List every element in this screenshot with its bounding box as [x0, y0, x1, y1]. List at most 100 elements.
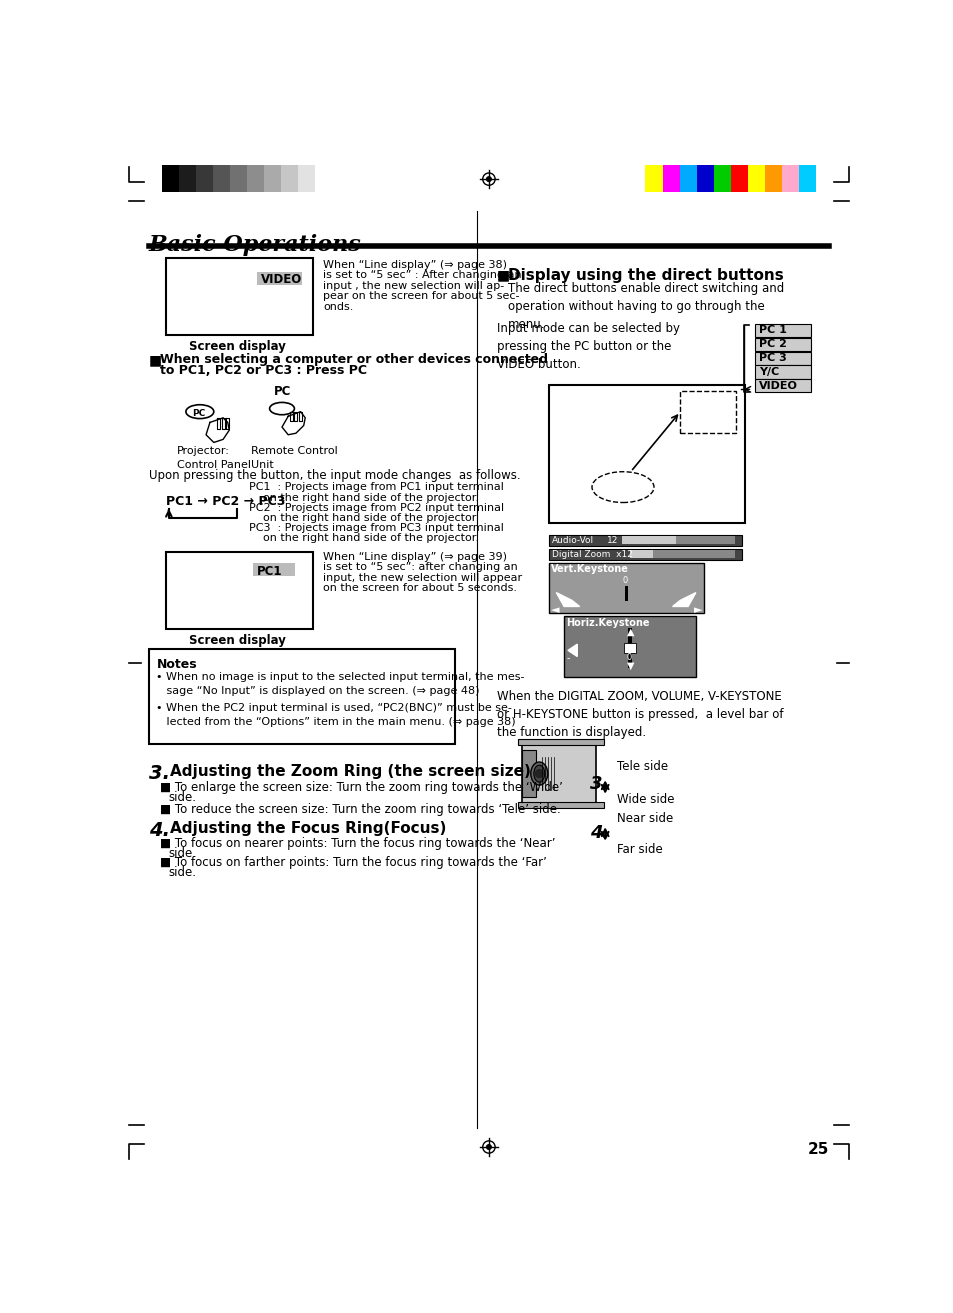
- Text: input, the new selection will appear: input, the new selection will appear: [323, 572, 521, 583]
- Text: Input mode can be selected by
pressing the PC button or the
VIDEO button.: Input mode can be selected by pressing t…: [497, 322, 679, 372]
- Bar: [166, 257, 313, 335]
- Text: PC 2: PC 2: [758, 339, 785, 349]
- Bar: [230, 165, 247, 192]
- Text: pear on the screen for about 5 sec-: pear on the screen for about 5 sec-: [323, 291, 519, 301]
- Text: PC1: PC1: [256, 565, 282, 578]
- Text: ▼: ▼: [626, 662, 634, 671]
- Bar: [624, 586, 627, 601]
- Text: ■ To focus on farther points: Turn the focus ring towards the ‘Far’: ■ To focus on farther points: Turn the f…: [159, 856, 546, 869]
- Text: ►: ►: [694, 605, 702, 614]
- Text: 3.: 3.: [589, 775, 608, 793]
- Circle shape: [486, 1145, 491, 1149]
- Text: Vert.Keystone: Vert.Keystone: [550, 565, 628, 574]
- Text: PC1 → PC2 → PC3: PC1 → PC2 → PC3: [166, 495, 285, 508]
- Bar: [754, 337, 810, 351]
- Bar: [623, 643, 636, 653]
- Text: onds.: onds.: [323, 302, 353, 311]
- Text: VIDEO: VIDEO: [758, 381, 797, 391]
- Bar: [730, 165, 747, 192]
- Text: PC1  : Projects image from PC1 input terminal: PC1 : Projects image from PC1 input term…: [249, 482, 504, 492]
- Ellipse shape: [534, 765, 544, 783]
- Text: The direct buttons enable direct switching and
operation without having to go th: The direct buttons enable direct switchi…: [507, 282, 783, 331]
- Bar: [754, 352, 810, 365]
- Bar: [548, 386, 744, 523]
- Bar: [548, 562, 703, 613]
- Bar: [747, 165, 764, 192]
- Text: PC: PC: [274, 386, 292, 398]
- Text: PC2  : Projects image from PC2 input terminal: PC2 : Projects image from PC2 input term…: [249, 503, 504, 512]
- Bar: [629, 550, 734, 558]
- Bar: [149, 649, 455, 743]
- Bar: [679, 391, 736, 433]
- Text: Upon pressing the button, the input mode changes  as follows.: Upon pressing the button, the input mode…: [149, 470, 519, 482]
- Text: Adjusting the Focus Ring(Focus): Adjusting the Focus Ring(Focus): [170, 821, 446, 835]
- Bar: [661, 165, 679, 192]
- Text: ■ To enlarge the screen size: Turn the zoom ring towards the ‘Wide’: ■ To enlarge the screen size: Turn the z…: [159, 781, 562, 794]
- Text: When “Line display” (⇒ page 39): When “Line display” (⇒ page 39): [323, 551, 507, 562]
- Text: on the right hand side of the projector.: on the right hand side of the projector.: [263, 492, 479, 503]
- Text: 0: 0: [621, 576, 627, 586]
- Bar: [754, 379, 810, 393]
- Bar: [166, 551, 313, 629]
- Bar: [696, 165, 713, 192]
- Text: ■ To focus on nearer points: Turn the focus ring towards the ‘Near’: ■ To focus on nearer points: Turn the fo…: [159, 838, 555, 851]
- Text: side.: side.: [169, 867, 196, 878]
- Bar: [548, 534, 741, 546]
- Text: on the screen for about 5 seconds.: on the screen for about 5 seconds.: [323, 583, 517, 593]
- Bar: [257, 272, 302, 285]
- Text: ■ To reduce the screen size: Turn the zoom ring towards ‘Tele’ side.: ■ To reduce the screen size: Turn the zo…: [159, 802, 559, 815]
- Text: Remote Control
Unit: Remote Control Unit: [251, 446, 337, 470]
- Bar: [563, 617, 695, 676]
- Text: PC 1: PC 1: [758, 326, 785, 335]
- Ellipse shape: [530, 762, 547, 785]
- Bar: [621, 537, 734, 544]
- Text: 3.: 3.: [149, 764, 170, 784]
- Text: to PC1, PC2 or PC3 : Press PC: to PC1, PC2 or PC3 : Press PC: [159, 364, 366, 377]
- Bar: [264, 165, 281, 192]
- Text: Near side: Near side: [617, 811, 673, 825]
- Bar: [754, 365, 810, 378]
- Bar: [781, 165, 798, 192]
- Text: -: -: [566, 653, 569, 663]
- Text: Wide side: Wide side: [617, 793, 674, 806]
- Bar: [195, 165, 213, 192]
- Text: side.: side.: [169, 847, 196, 860]
- Bar: [521, 743, 596, 805]
- Text: Screen display: Screen display: [189, 634, 285, 647]
- Bar: [548, 549, 741, 559]
- Text: PC 3: PC 3: [758, 353, 785, 364]
- Text: side.: side.: [169, 792, 196, 805]
- Text: Display using the direct buttons: Display using the direct buttons: [507, 268, 782, 284]
- Bar: [628, 628, 631, 668]
- Bar: [521, 751, 536, 797]
- Text: ◄: ◄: [550, 605, 558, 614]
- Text: VIDEO: VIDEO: [261, 273, 302, 286]
- Text: ▲: ▲: [626, 628, 634, 637]
- Text: is set to “5 sec”: after changing an: is set to “5 sec”: after changing an: [323, 562, 517, 572]
- Text: 4.: 4.: [149, 821, 170, 839]
- Text: Notes: Notes: [156, 658, 197, 671]
- Bar: [298, 165, 315, 192]
- Bar: [621, 537, 676, 544]
- Ellipse shape: [270, 402, 294, 415]
- Text: • When the PC2 input terminal is used, “PC2(BNC)” must be se-
   lected from the: • When the PC2 input terminal is used, “…: [156, 704, 516, 727]
- Bar: [179, 165, 195, 192]
- Text: Screen display: Screen display: [189, 340, 285, 353]
- Ellipse shape: [186, 404, 213, 419]
- Text: Projector:
Control Panel: Projector: Control Panel: [177, 446, 251, 470]
- Bar: [315, 165, 332, 192]
- Text: Y/C: Y/C: [758, 368, 778, 377]
- Text: Audio-Vol: Audio-Vol: [551, 537, 593, 545]
- Text: input , the new selection will ap-: input , the new selection will ap-: [323, 281, 504, 290]
- Text: ■: ■: [149, 353, 162, 368]
- Bar: [645, 165, 661, 192]
- Circle shape: [486, 177, 491, 181]
- Text: 12: 12: [606, 537, 618, 545]
- Text: PC3  : Projects image from PC3 input terminal: PC3 : Projects image from PC3 input term…: [249, 523, 504, 533]
- Polygon shape: [556, 592, 579, 607]
- Text: 25: 25: [807, 1141, 828, 1157]
- Bar: [798, 165, 815, 192]
- Bar: [629, 550, 653, 558]
- Text: 0: 0: [626, 654, 632, 663]
- Bar: [679, 165, 696, 192]
